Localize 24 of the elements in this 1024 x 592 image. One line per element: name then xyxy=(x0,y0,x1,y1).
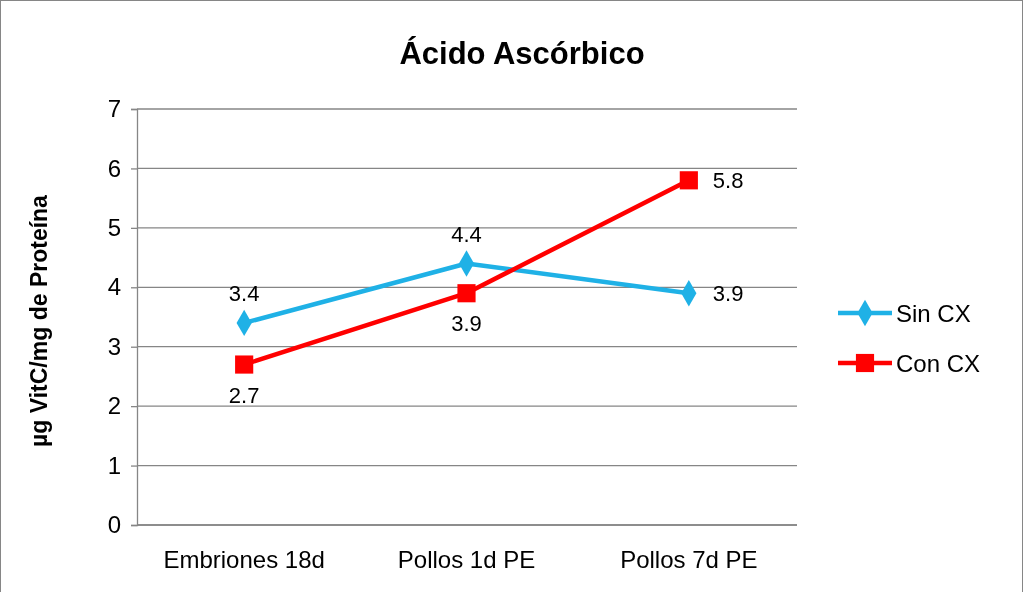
y-tick-label: 3 xyxy=(107,332,121,360)
legend-label: Sin CX xyxy=(896,300,971,327)
y-axis-title: µg VitC/mg de Proteína xyxy=(26,194,52,447)
chart-title: Ácido Ascórbico xyxy=(399,36,645,71)
y-tick-label: 0 xyxy=(107,511,121,539)
y-tick-label: 2 xyxy=(107,392,121,420)
x-tick-label: Pollos 7d PE xyxy=(620,546,758,574)
y-tick-label: 1 xyxy=(107,451,121,479)
data-label: 3.9 xyxy=(451,311,482,337)
data-label: 3.9 xyxy=(712,281,744,307)
point xyxy=(679,171,698,190)
legend-label: Con CX xyxy=(896,350,981,377)
y-tick-label: 6 xyxy=(107,154,121,182)
data-label: 2.7 xyxy=(228,382,260,408)
data-label: 3.4 xyxy=(228,280,260,306)
x-tick-label: Embriones 18d xyxy=(163,546,325,574)
y-tick-label: 4 xyxy=(107,273,121,301)
data-label: 5.8 xyxy=(712,168,744,194)
y-tick-label: 5 xyxy=(107,214,121,242)
x-tick-label: Pollos 1d PE xyxy=(397,546,536,574)
data-label: 4.4 xyxy=(451,221,482,247)
point xyxy=(235,355,254,374)
y-tick-label: 7 xyxy=(107,95,121,123)
point xyxy=(457,284,476,303)
